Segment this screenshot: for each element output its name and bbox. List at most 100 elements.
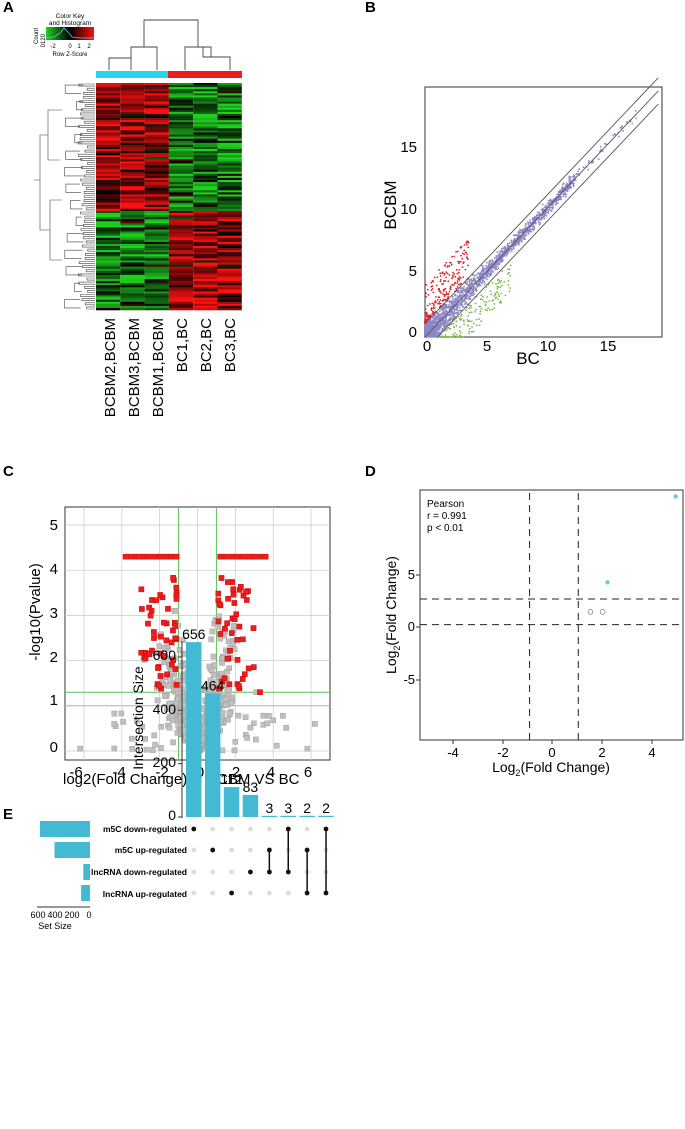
volcano-point-sig [168, 553, 174, 560]
scatter-point [512, 246, 515, 249]
scatter-point-down [480, 307, 483, 310]
heatmap-cell [168, 186, 194, 189]
heatmap-cell [144, 93, 169, 96]
heatmap-cell [144, 285, 169, 288]
scatter-point-down [455, 324, 458, 327]
scatter-point-up [441, 272, 444, 274]
scatter-point [618, 135, 620, 138]
heatmap-cell [168, 297, 194, 300]
scatter-point [460, 300, 463, 303]
scatter-point [446, 314, 449, 316]
volcano-x-tick-neg4: -4 [112, 764, 125, 781]
scatter-point [541, 203, 544, 206]
matrix-dot-inactive [229, 826, 235, 832]
heatmap-cell [168, 250, 194, 253]
scatter-point [452, 297, 454, 300]
heatmap-cell [144, 223, 169, 226]
scatter-point-down [472, 330, 475, 333]
heatmap-cell [144, 186, 169, 189]
heatmap-cell [217, 305, 242, 309]
heatmap-cell [193, 99, 218, 102]
heatmap-cell [193, 221, 218, 224]
heatmap-cell [120, 256, 145, 259]
scatter-point [504, 249, 506, 252]
heatmap-cell [168, 175, 194, 179]
heatmap-cell [217, 225, 242, 228]
heatmap-cell [168, 303, 194, 307]
scatter-point-up [455, 268, 458, 271]
matrix-dot-inactive [248, 847, 253, 853]
scatter-point-down [458, 334, 461, 337]
heatmap-cell [193, 132, 218, 135]
scatter-point [444, 320, 447, 323]
heatmap-cell [217, 231, 242, 234]
scatter-point-up [431, 285, 434, 287]
heatmap-cell [168, 233, 194, 237]
scatter-point [426, 324, 428, 327]
scatter-point [512, 234, 515, 236]
volcano-point-ns [111, 745, 118, 752]
scatter-point [454, 293, 457, 296]
heatmap-cell [144, 190, 169, 193]
heatmap-cell [217, 235, 242, 239]
scatter-point [524, 232, 527, 235]
scatter-point-up [454, 281, 456, 284]
scatter-point [561, 186, 564, 189]
volcano-point-sig [228, 630, 235, 636]
volcano-point-sig [146, 604, 152, 611]
heatmap-cell [96, 83, 121, 86]
heatmap-cell [193, 184, 218, 187]
heatmap-cell [168, 87, 194, 90]
scatter-point-down [493, 303, 496, 305]
heatmap-cell [144, 109, 169, 113]
heatmap-cell [144, 206, 169, 210]
heatmap-cell [120, 233, 145, 237]
upset-y-tick-200: 200 [153, 754, 177, 770]
scatter-point [442, 298, 445, 301]
scatter-point-up [456, 273, 459, 275]
heatmap-cell [193, 262, 218, 265]
volcano-point-ns [208, 636, 215, 643]
heatmap-cell [120, 186, 145, 189]
heatmap-cell [168, 272, 194, 276]
heatmap-cell [193, 198, 218, 201]
scatter-point-down [459, 318, 461, 320]
scatter-point [452, 311, 455, 314]
heatmap-cell [96, 225, 121, 228]
color-key-count-tick-0: 0 [41, 43, 47, 47]
heatmap-cell [144, 297, 169, 300]
correlation-r-value: r = 0.991 [427, 511, 467, 522]
scatter-point-down [470, 320, 473, 323]
scatter-point [530, 230, 533, 233]
volcano-point-sig [134, 553, 140, 560]
scatter-point-down [508, 268, 511, 271]
heatmap-cell [96, 237, 121, 241]
scatter-point [497, 267, 500, 270]
scatter-point [469, 284, 471, 286]
scatter-point [496, 251, 499, 254]
heatmap-cell [168, 264, 194, 267]
heatmap-cell [217, 210, 242, 214]
volcano-point-ns [170, 739, 176, 746]
volcano-point-ns [178, 663, 184, 670]
scatter-point [533, 222, 536, 225]
heatmap-cell [120, 196, 145, 199]
heatmap-cell [120, 93, 145, 96]
scatter-point [548, 208, 551, 211]
heatmap-cell [168, 215, 194, 218]
color-key-gradient [46, 27, 94, 40]
scatter-point-down [467, 320, 470, 323]
scatter-y-tick-5: 5 [409, 263, 417, 280]
correlation-point-open [587, 609, 594, 615]
scatter-point [513, 248, 515, 250]
scatter-point [529, 221, 531, 224]
heatmap-cell [144, 188, 169, 191]
scatter-point [469, 293, 472, 296]
scatter-point-down [498, 301, 501, 304]
heatmap-cell [217, 120, 242, 123]
heatmap-cell [144, 204, 169, 208]
volcano-point-ns [111, 710, 118, 717]
heatmap-cell [193, 246, 218, 249]
scatter-point [445, 306, 448, 309]
volcano-x-tick-6: 6 [304, 764, 312, 781]
